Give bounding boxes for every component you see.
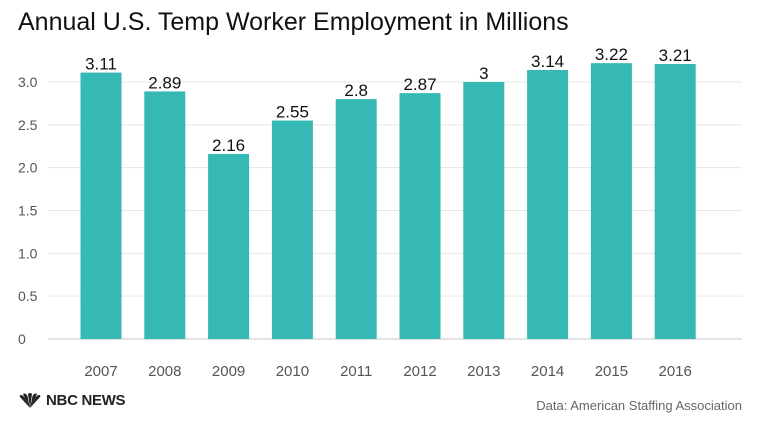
y-tick-label: 2.0: [18, 160, 38, 176]
y-tick-label: 1.5: [18, 203, 38, 219]
x-tick-label: 2014: [531, 363, 564, 380]
bar: [654, 64, 696, 339]
x-tick-label: 2012: [403, 363, 436, 380]
value-label: 3.14: [531, 52, 564, 71]
x-tick-label: 2010: [276, 363, 309, 380]
bars: [80, 63, 696, 340]
y-axis-ticks: 0 0.5 1.0 1.5 2.0 2.5 3.0: [18, 74, 38, 347]
bar: [463, 82, 505, 339]
chart-title: Annual U.S. Temp Worker Employment in Mi…: [18, 8, 569, 36]
bar: [399, 93, 441, 340]
x-tick-label: 2016: [659, 363, 692, 380]
x-tick-label: 2011: [340, 363, 372, 380]
bar: [144, 91, 186, 339]
value-label: 2.55: [276, 103, 309, 122]
value-label: 2.89: [148, 73, 181, 92]
value-label: 2.8: [344, 81, 368, 100]
bar: [335, 99, 377, 339]
x-tick-label: 2007: [84, 363, 117, 380]
x-tick-label: 2008: [148, 363, 181, 380]
nbc-news-logo: NBC NEWS: [18, 392, 126, 409]
nbc-peacock-icon: [19, 392, 41, 408]
x-axis-ticks: 2007 2008 2009 2010 2011 2012 2013 2014 2015 2016: [84, 363, 692, 380]
x-tick-label: 2009: [212, 363, 245, 380]
y-tick-label: 3.0: [18, 74, 38, 90]
bar: [271, 120, 313, 339]
value-label: 2.87: [403, 75, 436, 94]
bar: [80, 72, 122, 340]
source-note: Data: American Staffing Association: [536, 398, 742, 413]
x-tick-label: 2015: [595, 363, 628, 380]
value-label: 3: [479, 64, 488, 83]
value-label: 3.21: [659, 46, 692, 65]
value-label: 3.11: [85, 55, 117, 74]
bar: [208, 153, 250, 339]
brand-name: NBC NEWS: [46, 392, 126, 409]
bar: [527, 70, 569, 340]
value-label: 3.22: [595, 45, 628, 64]
y-tick-label: 0: [18, 331, 26, 347]
y-tick-label: 1.0: [18, 245, 38, 261]
x-tick-label: 2013: [467, 363, 500, 380]
value-label: 2.16: [212, 136, 245, 155]
y-tick-label: 0.5: [18, 288, 38, 304]
value-labels: 3.11 2.89 2.16 2.55 2.8 2.87 3 3.14 3.22 3.21: [85, 45, 692, 155]
y-tick-label: 2.5: [18, 117, 38, 133]
bar: [590, 63, 632, 340]
